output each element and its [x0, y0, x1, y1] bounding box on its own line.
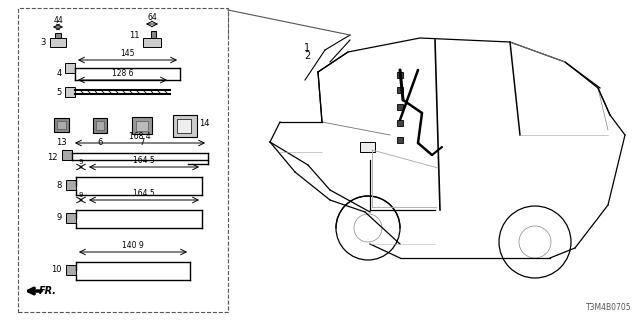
Text: 164 5: 164 5: [133, 156, 155, 165]
Text: 14: 14: [199, 118, 209, 127]
Bar: [397, 104, 403, 110]
Bar: [132, 117, 152, 134]
Text: 168 4: 168 4: [129, 132, 151, 141]
Text: 3: 3: [40, 37, 46, 46]
Bar: [18, 8, 228, 312]
Text: 128 6: 128 6: [112, 69, 133, 78]
Bar: [93, 118, 107, 133]
Text: 13: 13: [56, 138, 67, 147]
Text: 12: 12: [47, 153, 58, 162]
Text: 8: 8: [56, 180, 62, 189]
Bar: [397, 120, 403, 126]
Bar: [177, 119, 191, 133]
Text: 2: 2: [304, 51, 310, 61]
Bar: [151, 31, 156, 38]
Bar: [66, 180, 76, 190]
Bar: [96, 121, 104, 130]
Text: 9: 9: [79, 192, 83, 198]
Text: 9: 9: [57, 213, 62, 222]
Text: 6: 6: [97, 138, 102, 147]
Bar: [397, 137, 403, 143]
Bar: [57, 121, 66, 129]
Bar: [66, 213, 76, 223]
Text: 164 5: 164 5: [133, 189, 155, 198]
Bar: [54, 118, 69, 132]
Text: 5: 5: [57, 87, 62, 97]
Text: 1: 1: [304, 43, 310, 53]
Text: 11: 11: [129, 30, 140, 39]
Text: 145: 145: [120, 49, 135, 58]
Text: 10: 10: [51, 266, 62, 275]
Text: 44: 44: [53, 16, 63, 25]
Text: 140 9: 140 9: [122, 241, 144, 250]
Bar: [143, 38, 161, 47]
Bar: [173, 115, 197, 137]
Bar: [50, 38, 66, 47]
Bar: [397, 87, 403, 93]
Text: 7: 7: [140, 138, 145, 147]
Text: FR.: FR.: [39, 286, 57, 296]
Bar: [397, 72, 403, 78]
Text: 4: 4: [57, 68, 62, 77]
Text: 9: 9: [79, 159, 83, 165]
Bar: [360, 142, 375, 152]
Bar: [65, 63, 75, 73]
Bar: [62, 150, 72, 160]
Bar: [55, 33, 61, 38]
Text: T3M4B0705: T3M4B0705: [586, 303, 632, 312]
Bar: [66, 265, 76, 275]
Bar: [136, 121, 148, 131]
Bar: [65, 87, 75, 97]
Text: 64: 64: [147, 13, 157, 22]
